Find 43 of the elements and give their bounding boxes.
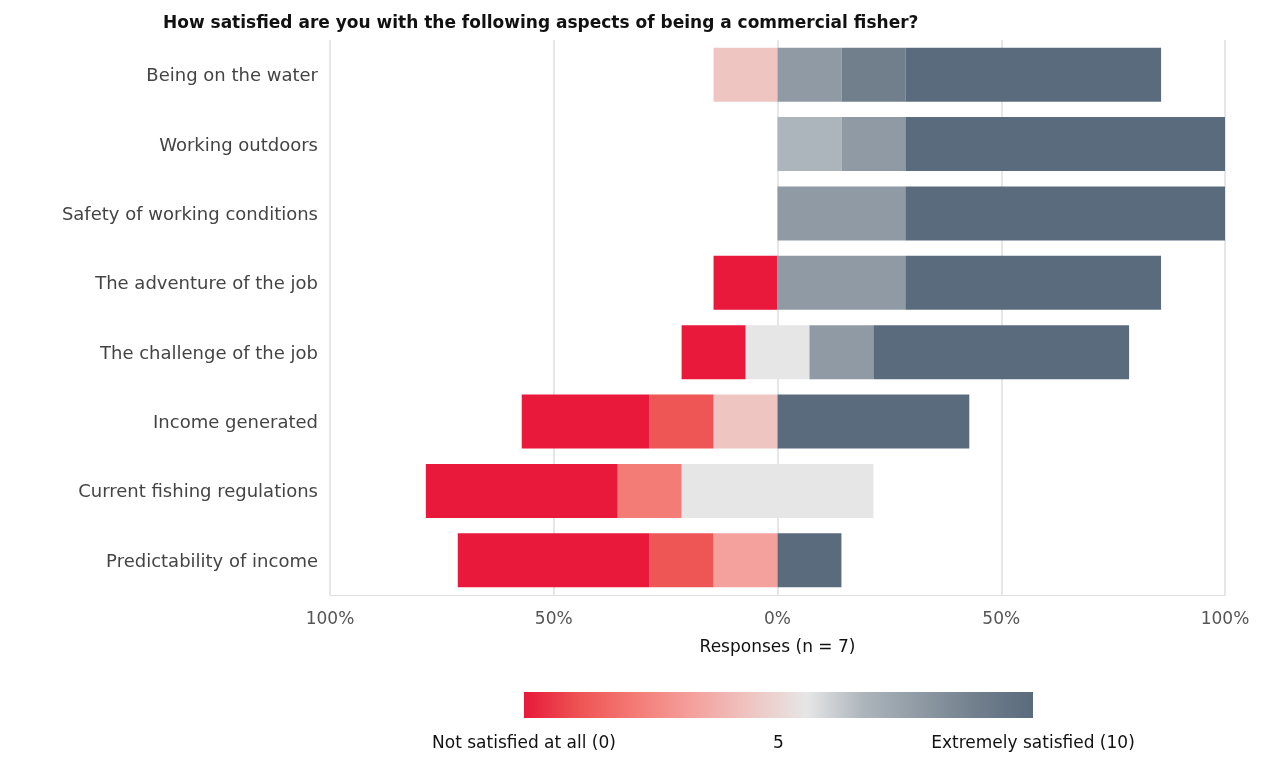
y-tick-label: Working outdoors xyxy=(159,133,318,155)
bar xyxy=(713,255,778,310)
x-axis-title: Responses (n = 7) xyxy=(699,635,856,656)
y-tick-label: Safety of working conditions xyxy=(61,202,318,224)
bar xyxy=(713,47,778,102)
bar xyxy=(777,117,842,172)
bar xyxy=(777,255,906,310)
color-bar-label: Not satisfied at all (0) xyxy=(432,732,616,752)
x-tick-label: 100% xyxy=(1200,607,1250,628)
bar xyxy=(617,463,682,518)
bar xyxy=(457,533,650,588)
chart-title: How satisfied are you with the following aspects of being a commercial fisher? xyxy=(163,11,919,32)
y-tick-label: Being on the water xyxy=(146,64,319,86)
bar xyxy=(649,533,714,588)
bar xyxy=(809,325,874,380)
bar xyxy=(777,394,970,449)
bar xyxy=(777,533,842,588)
bar xyxy=(713,394,778,449)
bar xyxy=(841,117,906,172)
color-bar-label: Extremely satisfied (10) xyxy=(931,732,1135,752)
bar xyxy=(905,186,1225,241)
y-tick-label: The challenge of the job xyxy=(98,341,318,363)
x-tick-label: 50% xyxy=(982,607,1021,628)
bar xyxy=(841,47,906,102)
x-tick-label: 100% xyxy=(305,607,355,628)
bar xyxy=(777,186,906,241)
bar xyxy=(905,255,1162,310)
bar xyxy=(681,325,746,380)
bar xyxy=(713,533,778,588)
bar xyxy=(425,463,618,518)
y-tick-label: Predictability of income xyxy=(106,549,318,571)
bar xyxy=(521,394,650,449)
y-tick-label: Income generated xyxy=(153,411,318,433)
bar xyxy=(777,47,842,102)
x-tick-label: 0% xyxy=(764,607,791,628)
color-bar-label: 5 xyxy=(773,732,784,752)
y-tick-label: Current fishing regulations xyxy=(78,480,318,502)
bar xyxy=(649,394,714,449)
y-tick-label: The adventure of the job xyxy=(94,272,318,294)
bar xyxy=(905,47,1162,102)
bar xyxy=(905,117,1225,172)
bar xyxy=(873,325,1130,380)
x-tick-label: 50% xyxy=(534,607,573,628)
